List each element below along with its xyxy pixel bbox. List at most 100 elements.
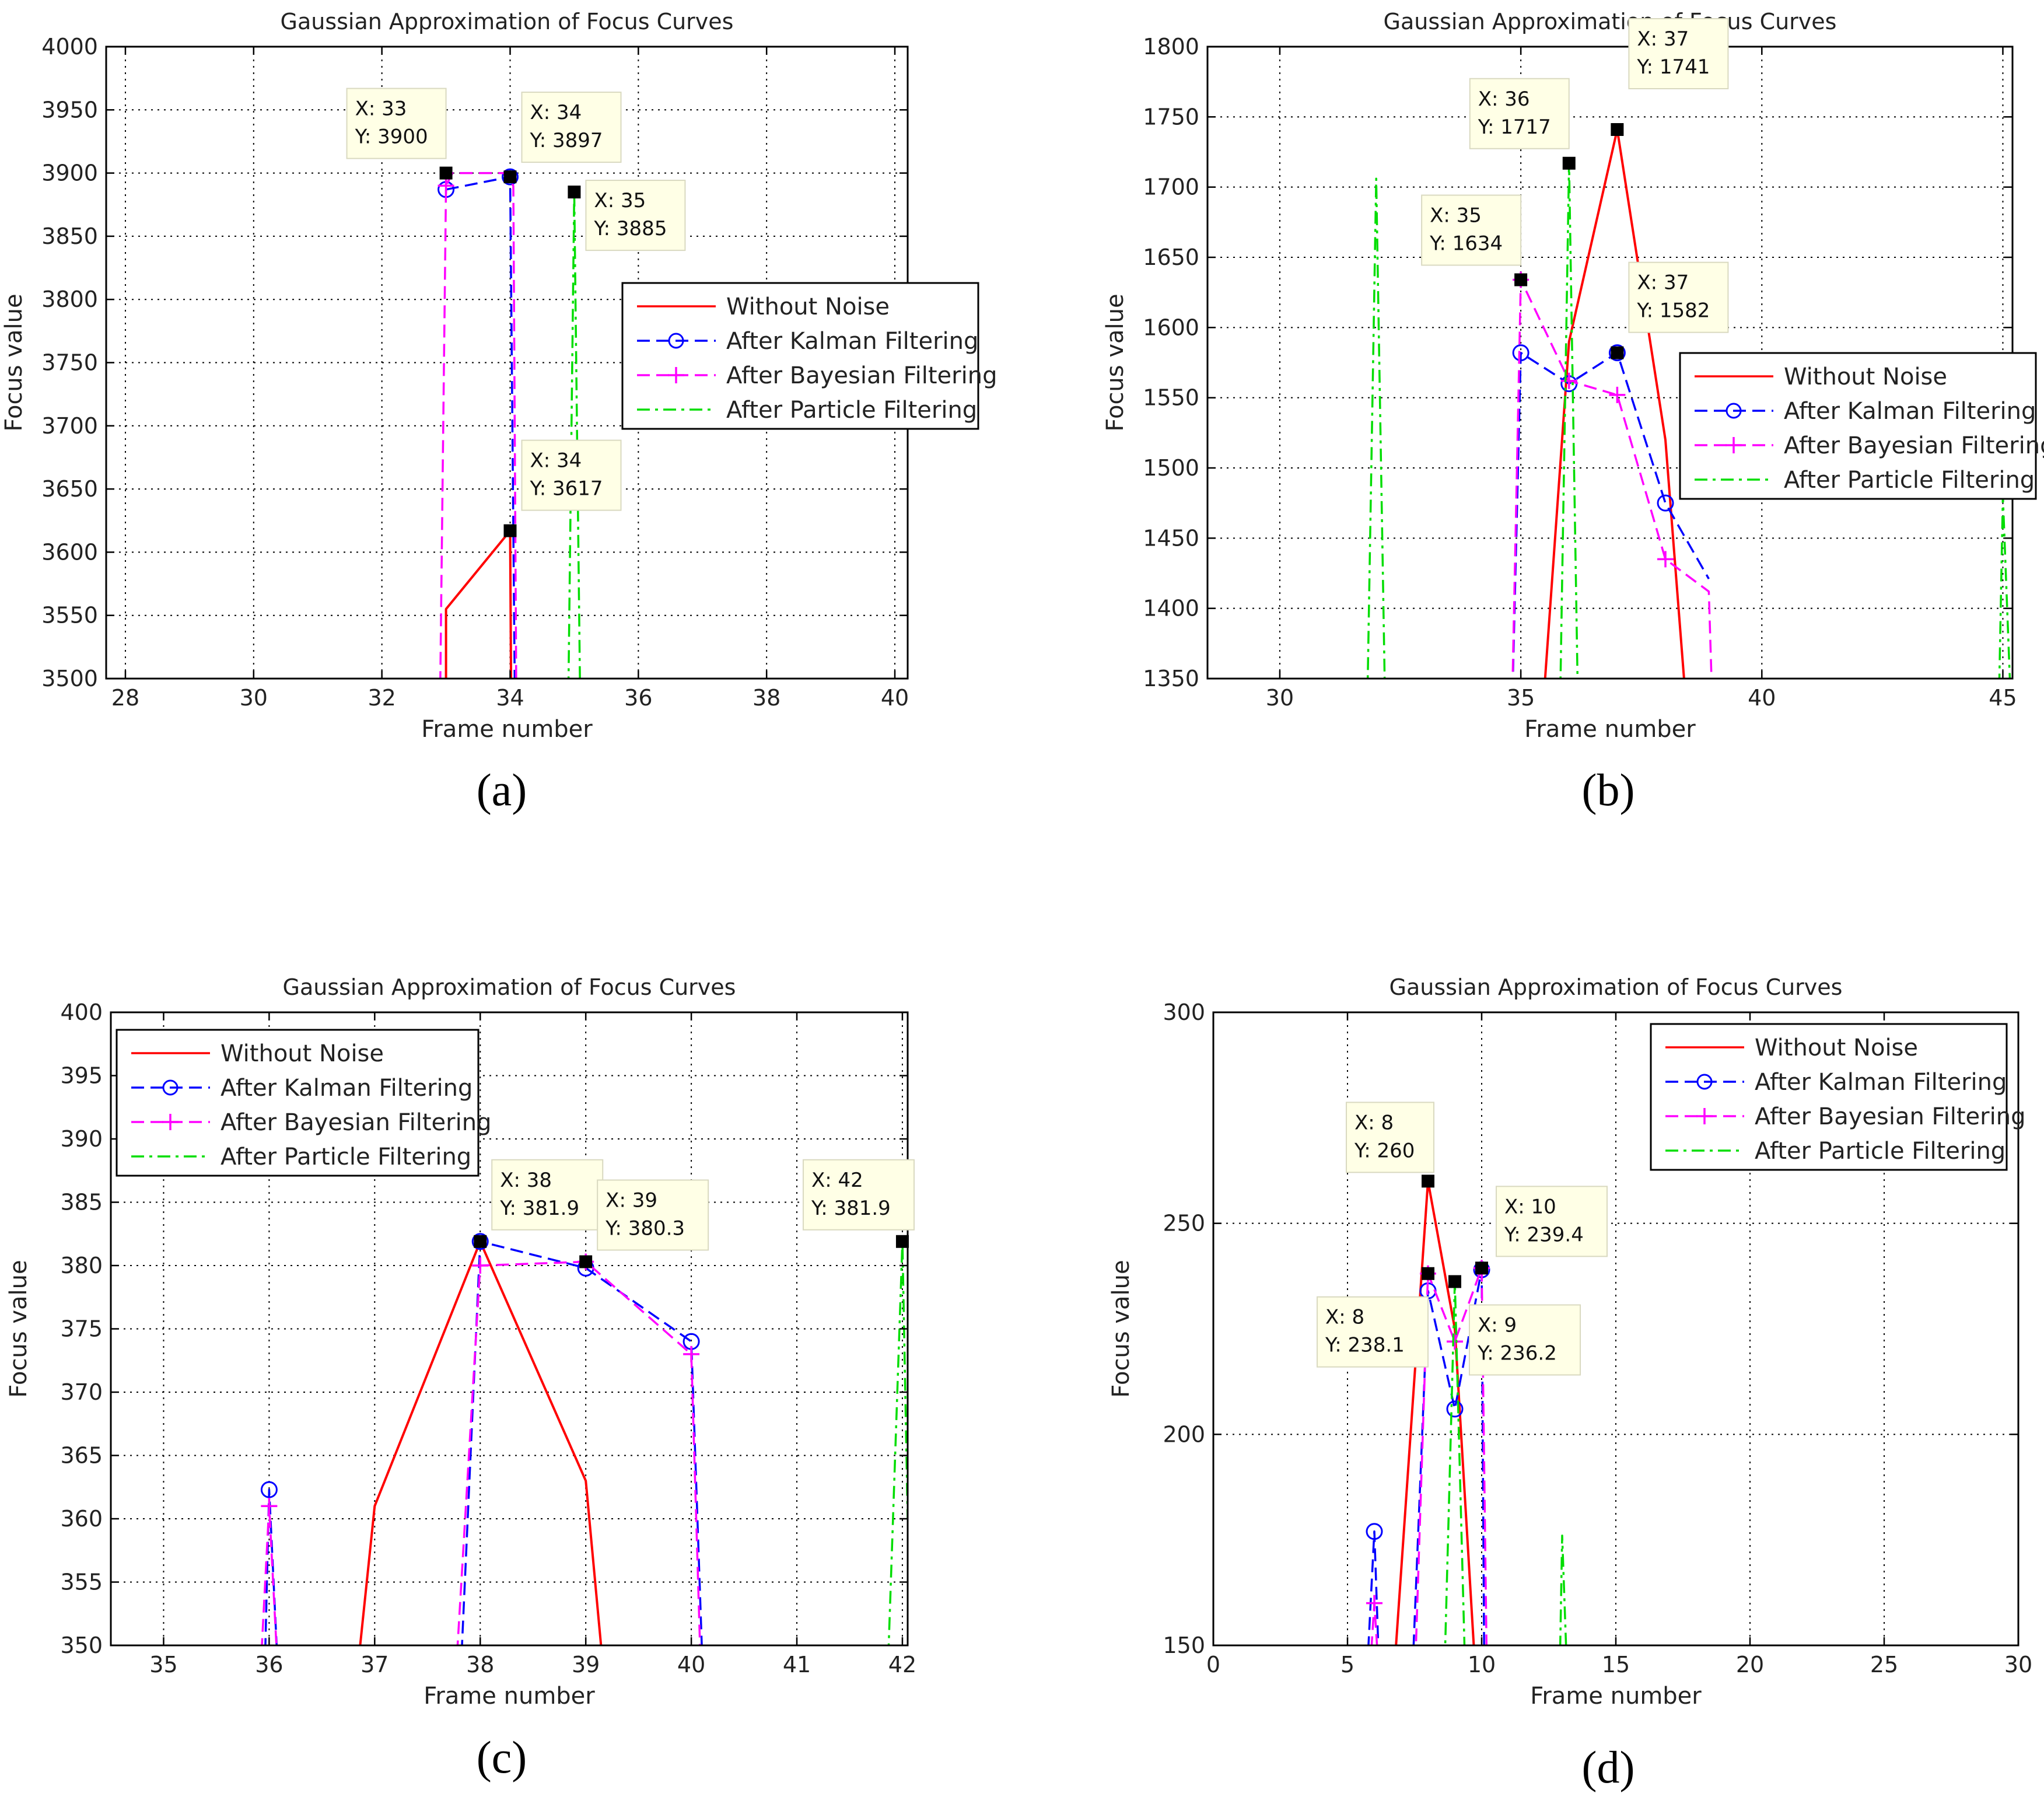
data-tip: X: 37 Y: 1582 (1611, 261, 1729, 359)
series-line-1 (1395, 1180, 1475, 1645)
data-tip-text: X: 8 (1354, 1111, 1394, 1134)
x-axis-label: Frame number (1524, 716, 1696, 743)
y-tick-label: 200 (1163, 1421, 1205, 1447)
y-tick-label: 390 (60, 1126, 103, 1152)
y-axis-label: Focus value (1, 293, 27, 431)
data-tip-text: X: 8 (1325, 1306, 1364, 1329)
data-tip: X: 37 Y: 1741 (1611, 18, 1729, 136)
y-tick-label: 400 (60, 999, 103, 1025)
legend-label: After Particle Filtering (1755, 1138, 2006, 1165)
data-tip-text: X: 37 (1637, 271, 1689, 295)
chart-title: Gaussian Approximation of Focus Curves (1390, 974, 1843, 1000)
data-tip-text: Y: 1741 (1636, 55, 1710, 79)
data-tip-box (521, 92, 622, 163)
data-tip-text: X: 10 (1504, 1195, 1556, 1218)
series-line-3 (261, 1260, 701, 1645)
y-tick-label: 350 (60, 1633, 103, 1658)
y-tick-label: 365 (60, 1443, 103, 1469)
x-tick-label: 10 (1468, 1652, 1496, 1677)
data-tip-text: Y: 239.4 (1504, 1223, 1584, 1246)
data-tip: X: 8 Y: 260 (1346, 1102, 1434, 1188)
kalman-point (1608, 344, 1626, 362)
bayesian-point (1560, 372, 1577, 389)
y-tick-label: 385 (60, 1190, 103, 1215)
chart-panel-b: 30 35 40 45 1350 1400 1450 1500 1550 1600 1650 1700… (1102, 9, 2044, 815)
data-tip-box (597, 1179, 709, 1251)
legend-label: After Bayesian Filtering (1784, 432, 2044, 459)
legend-label: After Kalman Filtering (1784, 398, 2036, 425)
data-tip-text: X: 33 (355, 97, 407, 121)
data-tip-text: X: 36 (1478, 88, 1530, 111)
legend-label: After Kalman Filtering (220, 1075, 473, 1102)
y-tick-label: 3850 (41, 223, 98, 249)
data-tip-marker (1422, 1175, 1434, 1188)
data-tip: X: 38 Y: 381.9 (474, 1159, 604, 1248)
data-tip-marker (503, 524, 517, 537)
data-tip-box (1469, 1304, 1581, 1376)
bayesian-point (1366, 1595, 1382, 1612)
data-tip-text: Y: 238.1 (1325, 1334, 1405, 1357)
data-tip-box (585, 180, 686, 251)
series-line-2 (1511, 351, 1710, 679)
y-tick-label: 1600 (1143, 314, 1199, 340)
y-tick-label: 1800 (1143, 34, 1199, 60)
x-tick-label: 35 (149, 1652, 177, 1677)
data-tip-text: X: 35 (1430, 204, 1482, 228)
data-tip-box (346, 88, 447, 159)
x-tick-label: 36 (255, 1652, 283, 1677)
y-tick-label: 395 (60, 1063, 103, 1089)
panel-caption: (c) (477, 1732, 527, 1782)
legend-marker (668, 367, 684, 383)
series-line-3 (1370, 1267, 1488, 1645)
x-tick-label: 37 (360, 1652, 388, 1677)
data-tip-box (1496, 1186, 1608, 1257)
y-tick-label: 300 (1163, 999, 1205, 1025)
x-tick-label: 38 (752, 685, 780, 711)
data-tip-marker (568, 186, 581, 199)
chart-title: Gaussian Approximation of Focus Curves (283, 974, 736, 1000)
data-tip-marker (1611, 123, 1624, 136)
legend-label: After Bayesian Filtering (726, 362, 997, 389)
data-tip: X: 34 Y: 3897 (503, 92, 622, 184)
data-tip: X: 9 Y: 236.2 (1448, 1275, 1581, 1376)
data-tip-marker (1514, 273, 1528, 286)
data-tip-text: Y: 380.3 (605, 1217, 685, 1240)
panel-caption: (d) (1582, 1742, 1635, 1792)
legend: Without Noise After Kalman Filtering After… (621, 282, 997, 430)
bayesian-point (1609, 386, 1626, 403)
y-tick-label: 3650 (41, 476, 98, 502)
x-tick-label: 36 (624, 685, 652, 711)
kalman-point (1657, 494, 1674, 512)
y-tick-label: 1700 (1143, 174, 1199, 200)
y-tick-label: 250 (1163, 1211, 1205, 1236)
y-tick-label: 1750 (1143, 104, 1199, 130)
series-line-1 (444, 529, 513, 679)
data-tip: X: 10 Y: 239.4 (1475, 1186, 1608, 1275)
x-tick-label: 15 (1602, 1652, 1630, 1677)
x-tick-label: 25 (1870, 1652, 1898, 1677)
x-axis-label: Frame number (421, 716, 593, 743)
y-tick-label: 1500 (1143, 455, 1199, 481)
legend-label: Without Noise (1755, 1034, 1918, 1061)
legend-marker (1726, 403, 1742, 419)
x-tick-label: 32 (368, 685, 396, 711)
data-tip-marker (1422, 1267, 1434, 1280)
x-tick-label: 40 (1748, 685, 1776, 711)
data-tip-box (491, 1159, 604, 1231)
x-tick-label: 41 (783, 1652, 811, 1677)
legend-marker (1726, 437, 1742, 453)
series-line-4 (1444, 1280, 1567, 1645)
data-tip-text: Y: 381.9 (811, 1197, 891, 1220)
data-tip-marker (1448, 1275, 1461, 1288)
legend-label: After Kalman Filtering (1755, 1069, 2007, 1096)
data-tip-box (1469, 78, 1570, 149)
chart-title: Gaussian Approximation of Focus Curves (1384, 9, 1837, 34)
data-tip: X: 8 Y: 238.1 (1317, 1267, 1434, 1368)
data-tip-box (521, 439, 622, 511)
data-tip-text: Y: 381.9 (499, 1197, 579, 1220)
legend-label: Without Noise (726, 293, 890, 320)
x-tick-label: 20 (1736, 1652, 1764, 1677)
y-tick-label: 3600 (41, 539, 98, 565)
x-tick-label: 28 (111, 685, 139, 711)
chart-panel-a: 28 30 32 34 36 38 40 3500 3550 3600 3650 3700 3750 38… (1, 9, 997, 815)
